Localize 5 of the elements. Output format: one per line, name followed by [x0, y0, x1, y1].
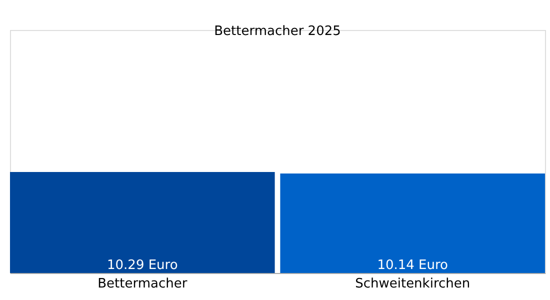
chart-title: Bettermacher 2025	[214, 24, 341, 39]
data-label: 10.29 Euro	[106, 258, 178, 273]
x-tick-label: Schweitenkirchen	[355, 276, 470, 292]
data-label: 10.14 Euro	[377, 258, 448, 273]
x-tick-label: Bettermacher	[98, 276, 188, 292]
